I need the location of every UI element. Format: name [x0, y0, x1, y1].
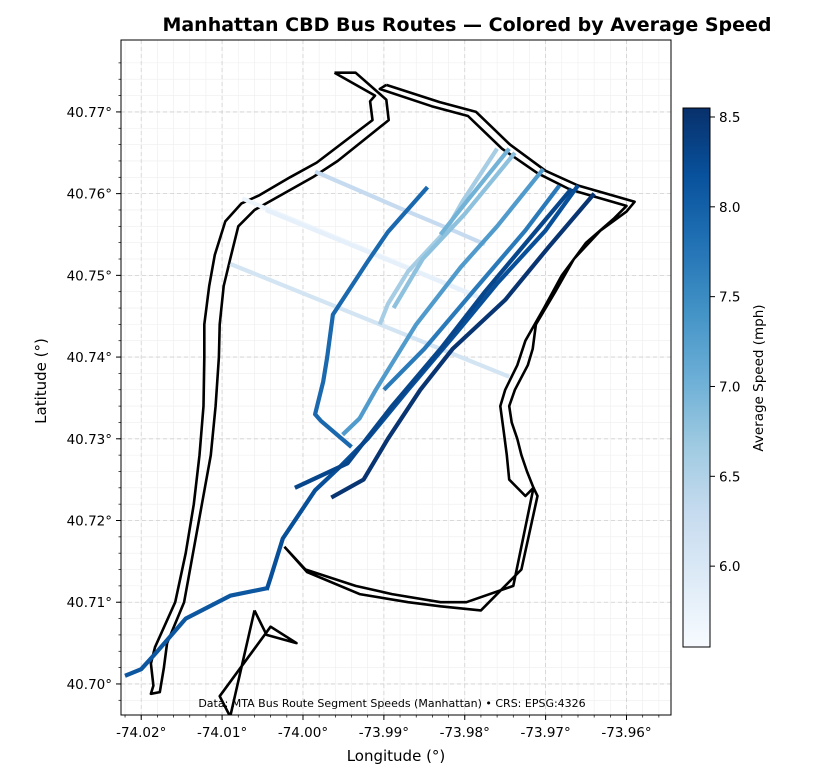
bus-route-segment: [330, 192, 596, 500]
y-tick-label: 40.75°: [67, 268, 112, 284]
y-tick-label: 40.77°: [67, 105, 112, 121]
colorbar-label: Average Speed (mph): [751, 304, 767, 451]
boundary-outline: [218, 609, 298, 715]
x-tick-label: -73.99°: [359, 725, 409, 741]
plot-area: Data: MTA Bus Route Segment Speeds (Manh…: [120, 39, 672, 716]
plot-frame: [120, 39, 672, 716]
y-tick-label: 40.76°: [67, 187, 112, 203]
colorbar-tick-label: 8.5: [719, 110, 740, 126]
bus-route-segment: [229, 261, 510, 379]
x-tick-label: -74.02°: [116, 725, 166, 741]
bus-route-segment: [314, 169, 486, 247]
boundary-outline: [283, 486, 539, 612]
y-tick-label: 40.71°: [67, 595, 112, 611]
colorbar-tick-label: 6.5: [719, 469, 740, 485]
colorbar-tick-label: 7.5: [719, 290, 740, 306]
x-axis-ticks: -74.02° -74.01° -74.00° -73.99° -73.98° -73.9…: [116, 715, 660, 741]
x-tick-label: -73.98°: [440, 725, 490, 741]
bus-route-segment: [391, 151, 517, 310]
y-tick-label: 40.73°: [67, 432, 112, 448]
bus-route-segment: [294, 187, 574, 490]
colorbar-ticks: 6.0 6.5 7.0 7.5 8.0 8.5: [710, 110, 740, 575]
data-source-note: Data: MTA Bus Route Segment Speeds (Manh…: [198, 697, 585, 710]
x-tick-label: -73.96°: [601, 725, 651, 741]
boundary-outline: [149, 71, 391, 696]
bus-routes: [124, 147, 596, 678]
y-tick-label: 40.72°: [67, 514, 112, 530]
y-tick-label: 40.70°: [67, 677, 112, 693]
colorbar-ramp: [682, 107, 711, 648]
chart-title: Manhattan CBD Bus Routes — Colored by Av…: [162, 14, 771, 36]
y-axis-label: Latitude (°): [32, 338, 50, 424]
colorbar-tick-label: 7.0: [719, 379, 740, 395]
bus-route-segment: [124, 586, 268, 678]
x-tick-label: -74.01°: [197, 725, 247, 741]
colorbar-tick-label: 6.0: [719, 559, 740, 575]
bus-route-segment: [313, 185, 430, 449]
major-grid: [121, 40, 671, 715]
bus-route-segment: [377, 147, 499, 326]
colorbar: 6.0 6.5 7.0 7.5 8.0 8.5 Average Speed (mph): [682, 107, 767, 648]
bus-route-segment: [341, 167, 545, 437]
x-tick-label: -73.97°: [520, 725, 570, 741]
x-tick-label: -74.00°: [278, 725, 328, 741]
bus-route-segment: [382, 184, 562, 392]
colorbar-tick-label: 8.0: [719, 200, 740, 216]
bus-route-segment: [438, 147, 511, 236]
y-axis-ticks: 40.70° 40.71° 40.72° 40.73° 40.74° 40.75° 40.7…: [67, 62, 121, 701]
y-tick-label: 40.74°: [67, 350, 112, 366]
district-boundaries: [149, 71, 636, 715]
x-axis-label: Longitude (°): [347, 747, 446, 765]
